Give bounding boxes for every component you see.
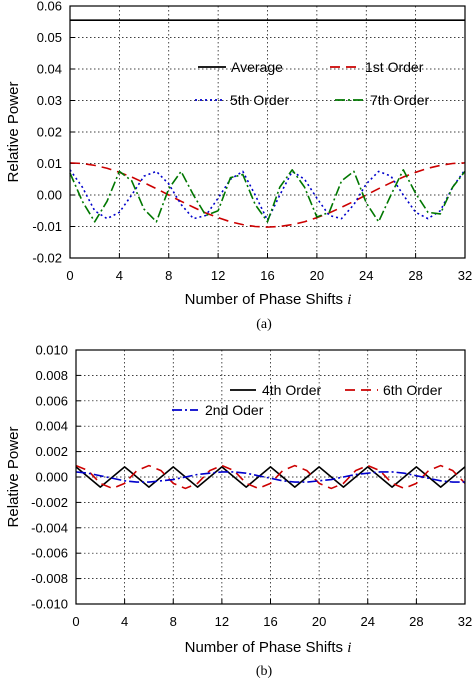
y-tick-label: 0.002 <box>35 444 68 459</box>
y-tick-label: 0.04 <box>37 62 62 77</box>
y-tick-label: -0.002 <box>31 495 68 510</box>
y-tick-label: 0.01 <box>37 156 62 171</box>
x-axis-label: Number of Phase Shifts i <box>185 639 352 656</box>
legend-label: Average <box>231 59 283 75</box>
x-tick-label: 4 <box>116 268 123 283</box>
y-tick-label: 0.008 <box>35 368 68 383</box>
series-line-7th-order <box>69 169 466 223</box>
y-tick-label: 0.010 <box>35 343 68 358</box>
x-tick-label: 28 <box>409 614 423 629</box>
x-tick-label: 20 <box>310 268 324 283</box>
y-tick-label: 0.00 <box>37 188 62 203</box>
y-tick-label: -0.004 <box>31 520 68 535</box>
legend-label: 5th Order <box>230 92 289 108</box>
series-line-6th-order <box>75 464 466 490</box>
y-axis-label: Relative Power <box>5 427 22 528</box>
x-tick-label: 4 <box>121 614 128 629</box>
x-tick-label: 24 <box>359 268 373 283</box>
x-tick-label: 32 <box>458 268 472 283</box>
x-tick-label: 12 <box>215 614 229 629</box>
y-tick-label: -0.006 <box>31 546 68 561</box>
x-tick-label: 28 <box>408 268 422 283</box>
series-line-4th-order <box>75 466 466 488</box>
legend-label: 2nd Oder <box>205 402 264 418</box>
panel-caption: (b) <box>256 664 273 679</box>
x-tick-label: 16 <box>260 268 274 283</box>
x-tick-label: 0 <box>72 614 79 629</box>
panel-caption: (a) <box>256 317 272 332</box>
series-line-2nd-oder <box>75 471 465 483</box>
y-tick-label: 0.000 <box>35 470 68 485</box>
y-tick-label: 0.02 <box>37 125 62 140</box>
x-tick-label: 16 <box>263 614 277 629</box>
y-tick-label: 0.03 <box>37 93 62 108</box>
y-tick-label: 0.06 <box>37 0 62 14</box>
y-tick-label: -0.02 <box>32 251 62 266</box>
plot-frame <box>69 5 466 259</box>
x-tick-label: 12 <box>211 268 225 283</box>
x-tick-label: 8 <box>165 268 172 283</box>
legend-label: 4th Order <box>262 382 321 398</box>
y-tick-label: 0.05 <box>37 30 62 45</box>
y-tick-label: -0.010 <box>31 597 68 612</box>
x-tick-label: 20 <box>312 614 326 629</box>
y-tick-label: 0.004 <box>35 419 68 434</box>
y-tick-label: 0.006 <box>35 393 68 408</box>
chart-panel-a: 0 4 8 12 16 20 24 28 32 -0.02 -0.01 0.00 0.01 0.02 0.0… <box>5 0 472 332</box>
legend-label: 1st Order <box>365 59 424 75</box>
x-axis-label: Number of Phase Shifts i <box>185 291 352 308</box>
x-tick-label: 32 <box>458 614 472 629</box>
series-line-1st-order <box>69 162 466 228</box>
legend-label: 6th Order <box>383 382 442 398</box>
x-tick-label: 0 <box>66 268 73 283</box>
x-tick-label: 8 <box>170 614 177 629</box>
y-axis-label: Relative Power <box>5 82 22 183</box>
chart-panel-b: 0 4 8 12 16 20 24 28 32 -0.010 -0.008 -0.006 -0.004 -… <box>5 343 472 679</box>
x-tick-label: 24 <box>361 614 375 629</box>
y-tick-label: -0.008 <box>31 571 68 586</box>
legend-label: 7th Order <box>370 92 429 108</box>
plot-frame <box>75 349 466 605</box>
y-tick-label: -0.01 <box>32 219 62 234</box>
